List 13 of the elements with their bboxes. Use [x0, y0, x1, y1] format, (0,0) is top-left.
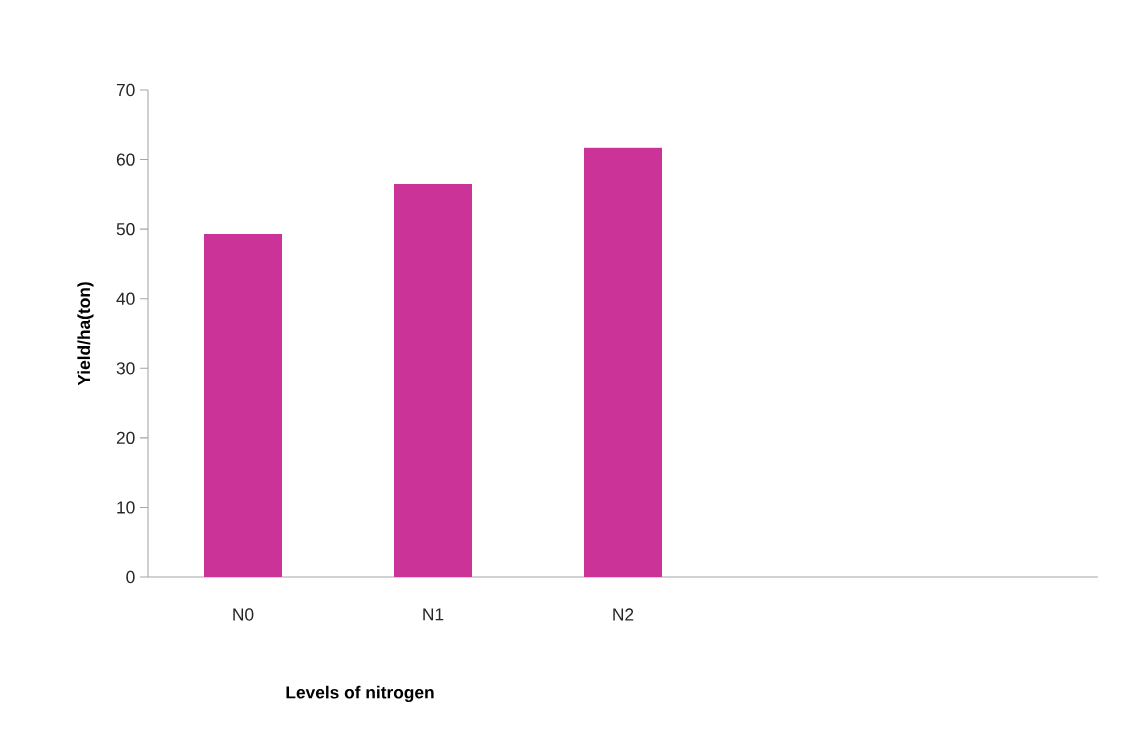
x-tick-label: N0: [233, 608, 254, 621]
y-tick-label: 50: [116, 223, 135, 236]
x-tick-label: N2: [613, 608, 634, 621]
y-tick-label: 70: [116, 83, 135, 97]
y-tick-label: 40: [116, 292, 135, 305]
y-tick-label: 20: [116, 431, 135, 444]
y-tick-label: 30: [116, 362, 135, 375]
y-axis-title: Yield/ha(ton): [77, 282, 94, 386]
y-tick-label: 0: [126, 570, 135, 584]
x-tick-label: N1: [423, 608, 444, 621]
y-tick-label: 60: [116, 153, 135, 166]
y-tick-label: 10: [117, 501, 135, 514]
x-axis-title: Levels of nitrogen: [286, 685, 434, 703]
